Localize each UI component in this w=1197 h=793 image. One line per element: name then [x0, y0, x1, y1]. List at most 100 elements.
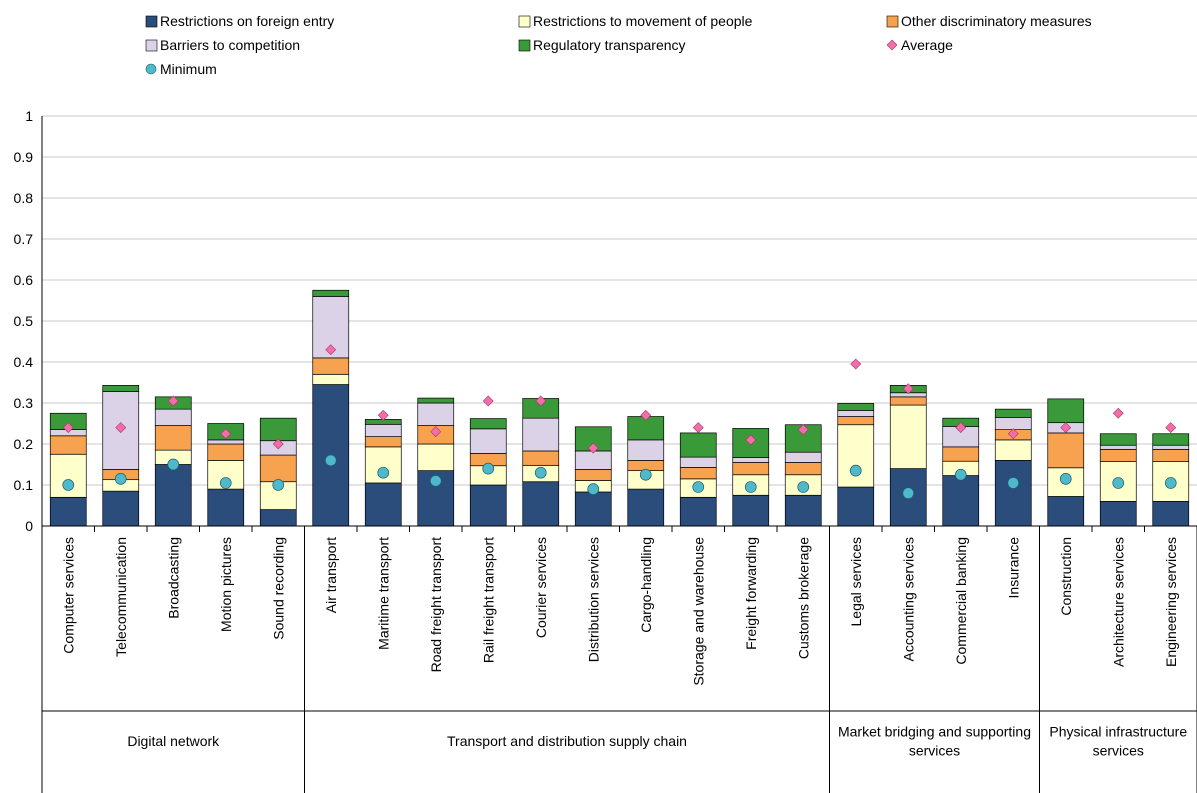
bar-segment — [259, 417, 297, 442]
average-marker — [640, 409, 652, 421]
average-marker — [377, 409, 389, 421]
bar-segment — [102, 490, 140, 527]
y-tick-label: 0.7 — [14, 231, 34, 247]
bar-segment — [49, 435, 87, 455]
bar-segment — [732, 457, 770, 463]
category-label: Cargo-handling — [638, 537, 654, 633]
minimum-marker — [954, 468, 967, 481]
category-label: Accounting services — [900, 537, 916, 662]
bar-segment — [312, 289, 350, 297]
bar-segment — [889, 404, 927, 469]
minimum-marker — [324, 454, 337, 467]
average-marker — [535, 395, 547, 407]
bar-segment — [1152, 501, 1190, 527]
bar-segment — [994, 460, 1032, 527]
minimum-marker — [1112, 477, 1125, 489]
bar-segment — [1047, 398, 1085, 424]
bar-segment — [732, 462, 770, 476]
bar-segment — [574, 491, 612, 527]
average-marker — [62, 422, 74, 434]
minimum-marker — [1164, 477, 1177, 489]
average-marker — [692, 422, 704, 434]
minimum-marker — [219, 477, 232, 489]
bar-segment — [522, 417, 560, 452]
average-marker — [850, 358, 862, 370]
category-label: Engineering services — [1163, 537, 1179, 667]
average-marker — [1112, 407, 1124, 419]
minimum-marker — [587, 483, 600, 495]
bar-segment — [837, 424, 875, 488]
category-label: Courier services — [533, 537, 549, 638]
bars — [49, 289, 1190, 527]
average-marker — [1060, 422, 1072, 434]
bar-segment — [784, 494, 822, 527]
minimum-marker — [114, 473, 127, 485]
bar-segment — [627, 439, 665, 461]
bar-segment — [207, 439, 245, 445]
legend: Restrictions on foreign entry Restrictio… — [145, 13, 1092, 77]
group-label: Digital network — [127, 733, 220, 749]
category-label: Insurance — [1005, 537, 1021, 599]
legend-swatch-other-discrim — [886, 15, 899, 28]
category-label: Construction — [1058, 537, 1074, 616]
y-axis: 0 0.1 0.2 0.3 0.4 0.5 0.6 0.7 0.8 0.9 1 — [14, 108, 43, 534]
average-marker — [745, 434, 757, 446]
bar-segment — [154, 408, 192, 426]
bar-segment — [1152, 444, 1190, 450]
bar-segment — [1047, 432, 1085, 469]
average-marker — [797, 424, 809, 436]
bar-segment — [312, 357, 350, 375]
minimum-marker — [377, 466, 390, 479]
bar-segment — [994, 439, 1032, 461]
y-tick-label: 0.2 — [14, 436, 34, 452]
bar-segment — [364, 482, 402, 527]
bar-segment — [1152, 448, 1190, 462]
minimum-marker — [62, 479, 75, 491]
y-tick-label: 0.3 — [14, 395, 34, 411]
y-tick-label: 0.4 — [14, 354, 34, 370]
average-marker — [955, 422, 967, 434]
bar-segment — [784, 462, 822, 476]
group-label: Physical infrastructure services — [1049, 724, 1187, 759]
bar-segment — [469, 428, 507, 454]
bar-segment — [1099, 501, 1137, 527]
legend-swatch-movement-people — [518, 15, 531, 28]
category-label: Legal services — [848, 537, 864, 627]
bar-segment — [994, 408, 1032, 418]
bar-segment — [837, 410, 875, 417]
average-marker — [115, 422, 127, 434]
bar-segment — [1099, 448, 1137, 462]
average-marker — [1007, 428, 1019, 440]
minimum-marker — [534, 466, 547, 479]
bar-segment — [207, 488, 245, 527]
category-label: Storage and warehouse — [690, 537, 706, 686]
bar-segment — [207, 443, 245, 461]
bar-segment — [154, 425, 192, 451]
bar-segment — [574, 469, 612, 481]
minimum-marker — [797, 481, 810, 493]
bar-segment — [679, 456, 717, 468]
bar-segment — [312, 373, 350, 385]
bar-segment — [627, 488, 665, 527]
bar-segment — [417, 402, 455, 426]
minimum-marker — [167, 458, 180, 471]
bar-segment — [942, 475, 980, 527]
category-label: Sound recording — [270, 537, 286, 640]
bar-segment — [1152, 433, 1190, 446]
bar-segment — [364, 436, 402, 448]
bar-segment — [837, 486, 875, 527]
category-label: Freight forwarding — [743, 537, 759, 650]
legend-label-barriers-competition: Barriers to competition — [160, 37, 300, 53]
category-label: Computer services — [60, 537, 76, 654]
bar-segment — [469, 418, 507, 430]
minimum-marker — [272, 479, 285, 491]
legend-marker-average — [886, 39, 898, 51]
legend-swatch-reg-transparency — [518, 39, 531, 52]
category-label: Distribution services — [585, 537, 601, 662]
x-axis: Computer services Telecommunication Broadc… — [41, 525, 1197, 793]
minimum-marker — [429, 475, 442, 487]
bar-segment — [259, 454, 297, 483]
category-label: Architecture services — [1110, 537, 1126, 667]
category-label: Rail freight transport — [480, 537, 496, 663]
average-marker — [587, 442, 599, 454]
